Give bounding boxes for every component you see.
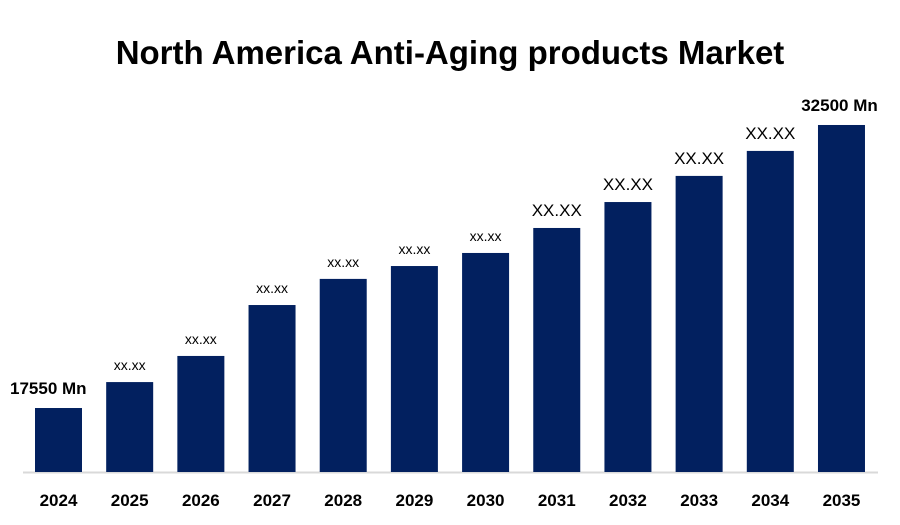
data-label: xx.xx [114,357,146,373]
bar-2028 [319,278,367,472]
bar-2024 [35,408,82,472]
data-label: xx.xx [256,280,288,296]
data-label: xx.xx [185,331,217,347]
bar-2027 [248,305,296,472]
x-tick-label: 2030 [467,491,505,510]
data-label: 32500 Mn [801,96,878,115]
x-tick-label: 2028 [324,491,362,510]
bar-2025 [106,382,154,472]
x-tick-label: 2034 [751,491,789,510]
data-label: xx.xx [398,241,430,257]
x-tick-label: 2031 [538,491,576,510]
data-label: XX.XX [674,149,724,168]
x-tick-label: 2029 [395,491,433,510]
chart-title: North America Anti-Aging products Market [115,34,785,71]
data-label: XX.XX [745,124,795,143]
bar-2026 [177,355,225,472]
x-tick-label: 2025 [111,491,149,510]
bar-2031 [533,227,581,472]
x-tick-label: 2027 [253,491,291,510]
data-label: xx.xx [327,254,359,270]
x-tick-label: 2035 [823,491,861,510]
data-label: xx.xx [470,228,502,244]
bar-2030 [462,252,510,472]
x-tick-label: 2032 [609,491,647,510]
x-tick-label: 2026 [182,491,220,510]
data-label: 17550 Mn [10,379,87,398]
data-label: XX.XX [603,175,653,194]
bar-2035 [817,124,865,472]
bar-2029 [390,266,438,472]
data-label: XX.XX [532,201,582,220]
bar-2034 [746,150,794,473]
bar-2032 [604,202,652,473]
bar-2033 [675,175,723,473]
x-tick-label: 2024 [40,491,78,510]
x-tick-label: 2033 [680,491,718,510]
